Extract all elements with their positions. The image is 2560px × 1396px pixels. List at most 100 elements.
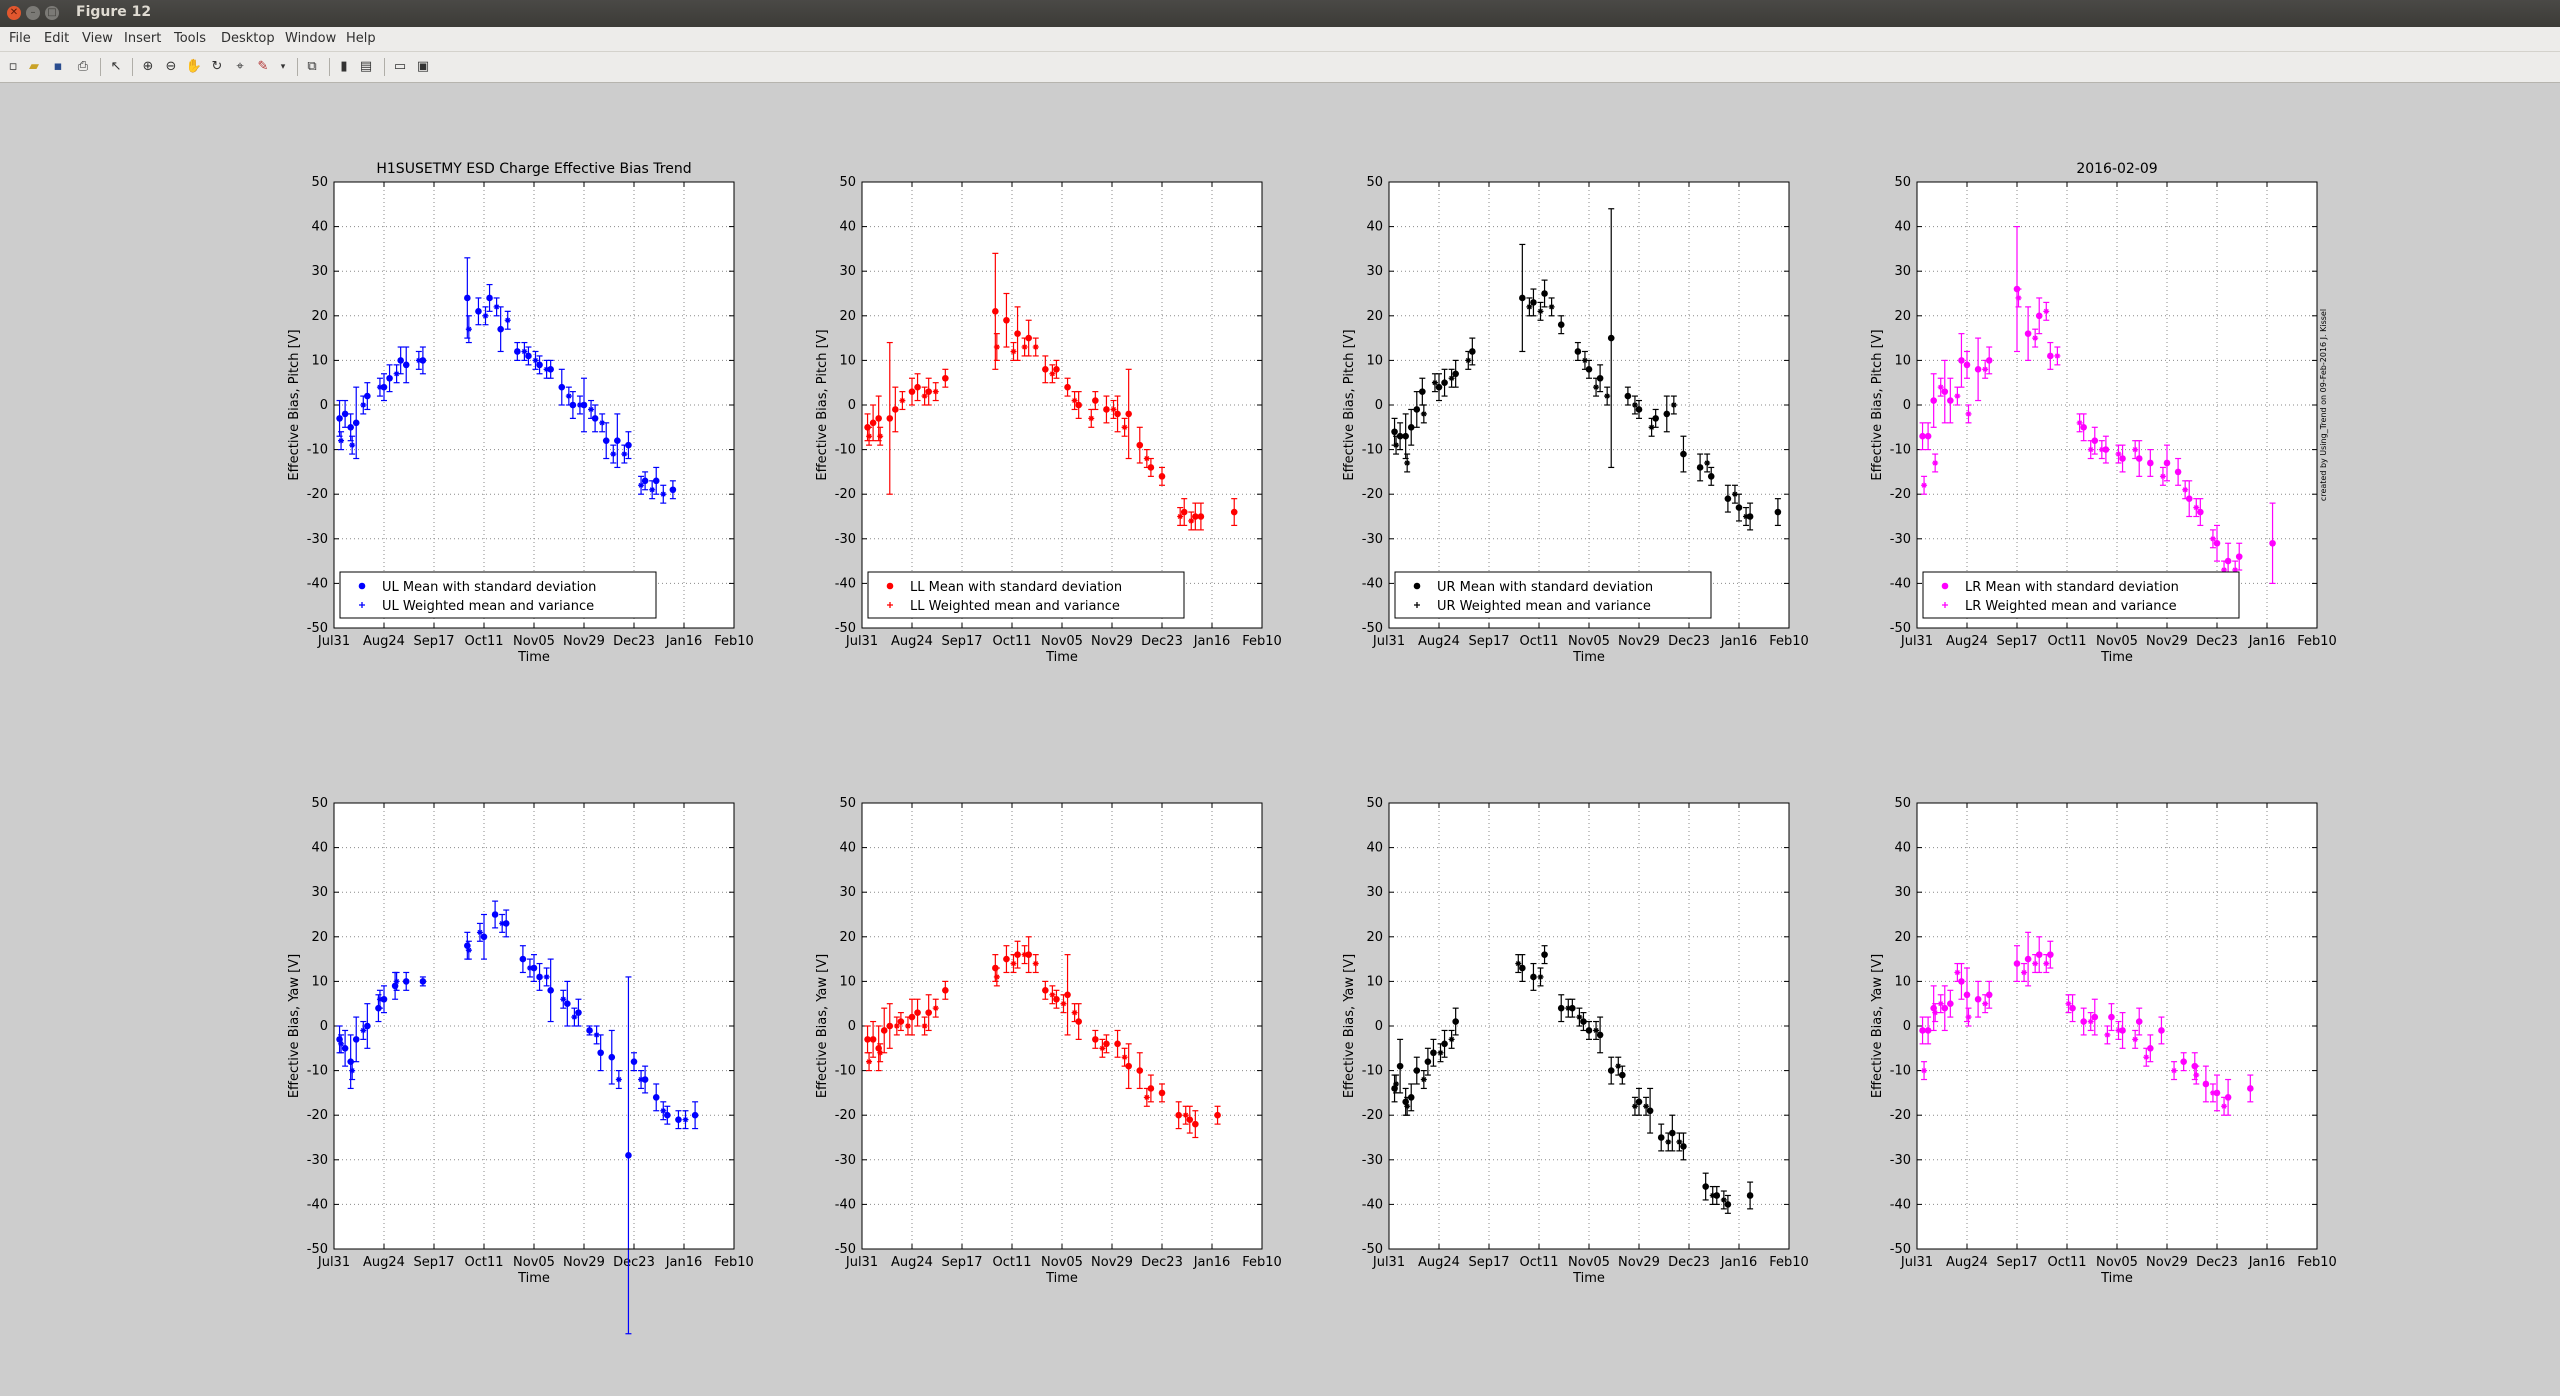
data-point <box>638 482 645 489</box>
data-point <box>869 419 877 427</box>
data-point <box>1177 513 1184 520</box>
link-plot-icon[interactable]: ⧉ <box>307 59 317 74</box>
data-point <box>393 978 400 985</box>
data-point <box>393 370 400 377</box>
legend-marker <box>887 602 893 608</box>
zoom-in-icon[interactable]: ⊕ <box>142 59 154 74</box>
data-point <box>402 978 410 985</box>
zoom-out-icon[interactable]: ⊖ <box>165 59 177 74</box>
y-tick-label: 20 <box>311 930 328 945</box>
data-point <box>1724 1201 1732 1208</box>
data-point <box>610 451 617 458</box>
menu-window[interactable]: Window <box>285 31 337 46</box>
data-point <box>1214 1111 1221 1119</box>
data-point <box>641 1076 649 1083</box>
legend-entry: LL Weighted mean and variance <box>910 599 1120 614</box>
x-tick-label: Jul31 <box>317 634 350 649</box>
x-tick-label: Aug24 <box>1418 634 1460 649</box>
data-point <box>1643 1103 1650 1110</box>
x-axis-label: Time <box>1045 650 1078 665</box>
open-file-icon[interactable]: ▰ <box>29 59 39 74</box>
x-tick-label: Feb10 <box>2297 1255 2337 1270</box>
data-point <box>1147 464 1155 471</box>
hide-tools-icon[interactable]: ▭ <box>393 59 407 74</box>
data-point <box>1032 960 1039 967</box>
subplot-4: -50 -40 -30 -20 -10 0 10 20 30 40 50 Jul31 Aug24 Sep1… <box>1870 161 2337 665</box>
y-tick-label: 30 <box>1366 264 1383 279</box>
axes-frame <box>1916 802 2318 1250</box>
menu-tools[interactable]: Tools <box>174 31 207 46</box>
data-point <box>1021 344 1028 351</box>
minimize-window-icon[interactable]: – <box>26 6 40 20</box>
x-tick-label: Sep17 <box>941 634 982 649</box>
x-tick-label: Nov29 <box>563 1255 605 1270</box>
close-window-icon[interactable]: ✕ <box>7 6 21 20</box>
x-tick-label: Feb10 <box>714 634 754 649</box>
data-point <box>993 973 1000 980</box>
data-point <box>2221 567 2228 574</box>
data-point <box>886 1022 894 1030</box>
print-icon[interactable]: ⎙ <box>77 59 89 74</box>
y-tick-label: 40 <box>1366 841 1383 856</box>
toolbar-separator <box>384 58 385 76</box>
data-point <box>1393 442 1400 449</box>
y-tick-label: -30 <box>835 532 856 547</box>
y-tick-label: -20 <box>307 487 328 502</box>
data-point <box>1230 508 1238 516</box>
legend-entry: LR Weighted mean and variance <box>1965 599 2177 614</box>
data-point <box>1010 348 1017 355</box>
data-point <box>1982 366 1989 373</box>
data-point <box>1541 290 1548 297</box>
data-point <box>2087 1018 2094 1025</box>
axes-frame <box>1388 802 1790 1250</box>
y-tick-label: 40 <box>839 220 856 235</box>
toolbar-separator <box>297 58 298 76</box>
data-point <box>565 393 572 400</box>
menu-help[interactable]: Help <box>346 31 376 46</box>
data-point <box>1180 508 1188 516</box>
show-tools-icon[interactable]: ▣ <box>416 59 430 74</box>
new-figure-icon[interactable]: ▫ <box>8 59 18 74</box>
data-point <box>2132 1036 2139 1043</box>
pan-icon[interactable]: ✋ <box>185 59 203 74</box>
data-point <box>525 352 532 360</box>
menu-desktop[interactable]: Desktop <box>221 31 275 46</box>
x-tick-label: Nov05 <box>2096 634 2138 649</box>
data-point <box>1197 513 1205 520</box>
data-point <box>514 348 521 355</box>
data-point <box>547 987 554 994</box>
data-point <box>347 424 354 431</box>
x-tick-label: Dec23 <box>2196 634 2238 649</box>
data-point <box>1088 415 1095 422</box>
data-point <box>349 442 356 449</box>
maximize-window-icon[interactable]: □ <box>45 6 59 20</box>
x-tick-label: Jul31 <box>845 634 878 649</box>
x-tick-label: Jan16 <box>2248 1255 2286 1270</box>
pointer-icon[interactable]: ↖ <box>110 59 122 74</box>
brush-dropdown-icon[interactable]: ▾ <box>280 62 286 72</box>
menu-file[interactable]: File <box>9 31 31 46</box>
data-point <box>1014 330 1021 337</box>
menu-view[interactable]: View <box>82 31 113 46</box>
data-point <box>2080 1018 2087 1025</box>
brush-icon[interactable]: ✎ <box>257 59 269 74</box>
y-tick-label: 10 <box>311 974 328 989</box>
subplot-7: -50 -40 -30 -20 -10 0 10 20 30 40 50 Jul31 Aug24 Sep1… <box>1342 796 1809 1286</box>
data-point <box>1402 432 1409 440</box>
legend-icon[interactable]: ▤ <box>359 59 373 74</box>
data-point <box>2213 1089 2221 1097</box>
data-point <box>925 1009 932 1016</box>
x-tick-label: Oct11 <box>1519 634 1558 649</box>
data-cursor-icon[interactable]: ⌖ <box>236 59 244 74</box>
data-point <box>638 1076 645 1083</box>
data-point <box>1053 995 1060 1003</box>
data-point <box>526 965 533 972</box>
data-point <box>2015 294 2022 301</box>
menu-edit[interactable]: Edit <box>44 31 70 46</box>
data-point <box>1631 1103 1638 1110</box>
save-icon[interactable]: ▪ <box>53 59 63 74</box>
rotate-icon[interactable]: ↻ <box>211 59 223 74</box>
colorbar-icon[interactable]: ▮ <box>340 59 348 74</box>
menu-insert[interactable]: Insert <box>124 31 162 46</box>
y-tick-label: -40 <box>1362 576 1383 591</box>
